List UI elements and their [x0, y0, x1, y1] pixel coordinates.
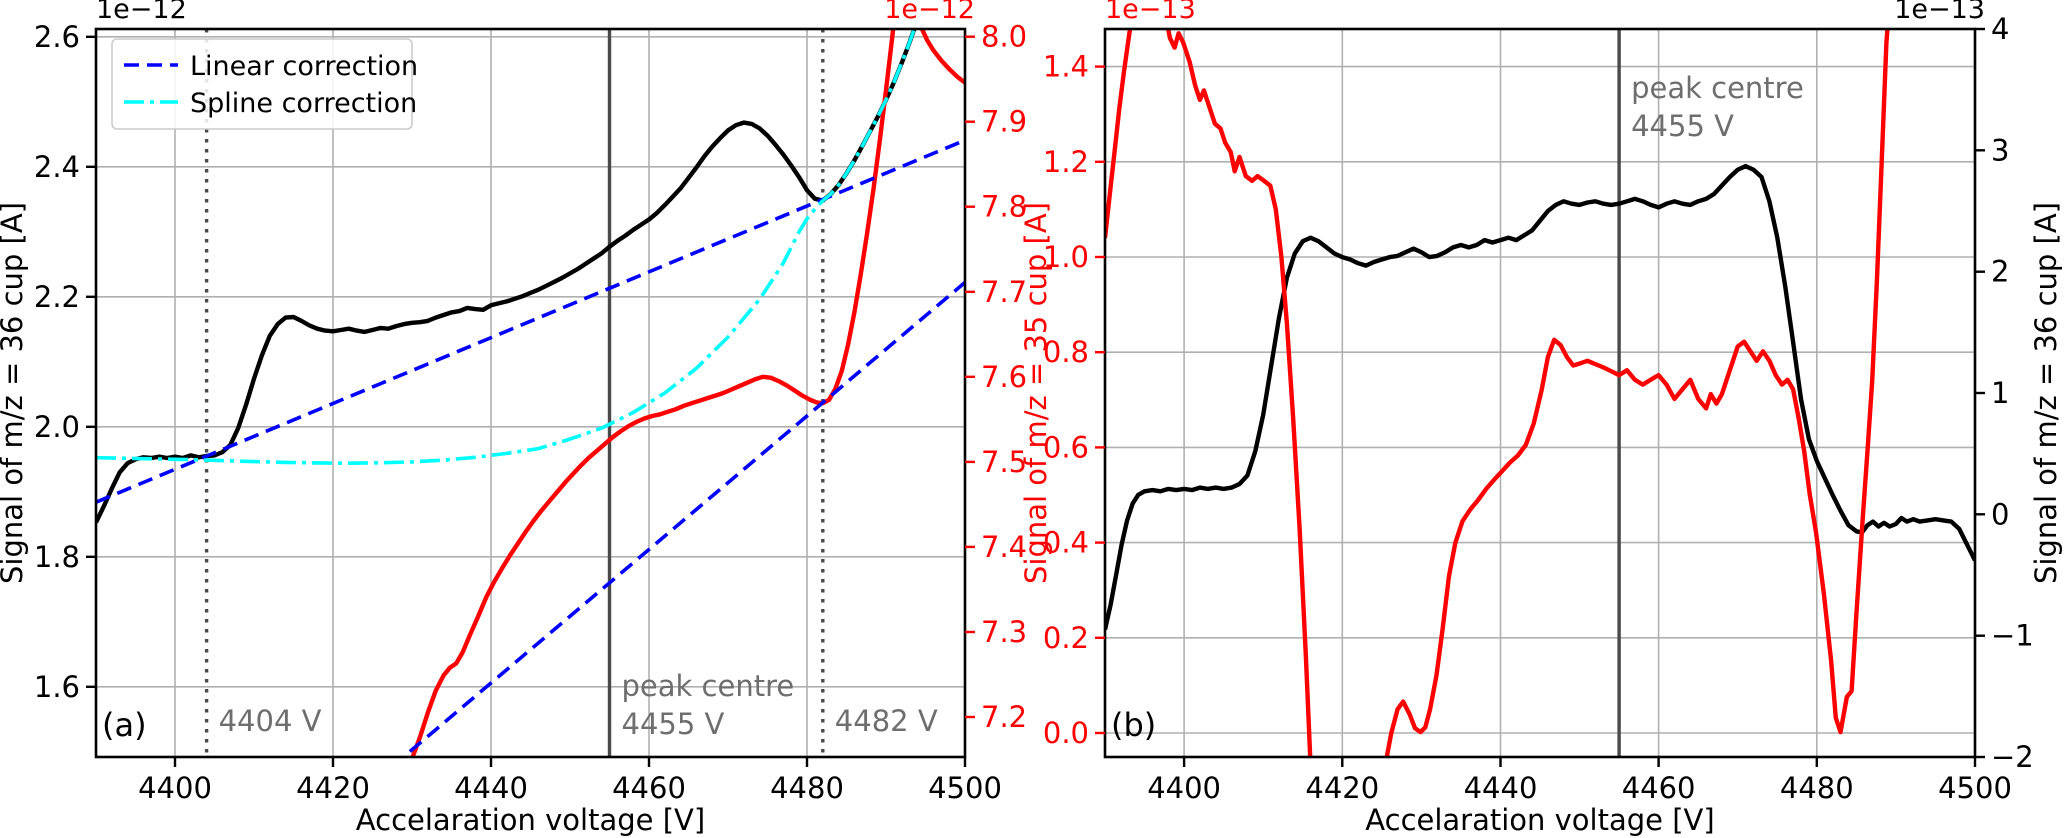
series-mz36-signal	[96, 29, 917, 524]
y-offset-left-b: 1e−13	[1105, 0, 1196, 25]
svg-text:0: 0	[1991, 497, 2009, 531]
svg-text:8.0: 8.0	[981, 20, 1027, 54]
svg-text:7.2: 7.2	[981, 700, 1027, 734]
x-axis-b: 4400 4420 4440 4460 4480 4500 Accelaration vol…	[1147, 757, 2012, 837]
y-axis-right-a: 8.0 7.9 7.8 7.7 7.6 7.5 7.4 7.3 7.2 1e−12 Signal o…	[884, 0, 1053, 734]
svg-text:4420: 4420	[296, 771, 370, 805]
svg-text:1.0: 1.0	[1043, 240, 1089, 274]
legend-label: Spline correction	[190, 88, 417, 119]
series-linear-correction-36	[96, 138, 965, 504]
y-offset-right-a: 1e−12	[884, 0, 975, 25]
svg-text:0.4: 0.4	[1043, 526, 1089, 560]
svg-text:7.8: 7.8	[981, 190, 1027, 224]
grid-a	[96, 29, 966, 757]
svg-text:1: 1	[1991, 376, 2009, 410]
svg-text:1.2: 1.2	[1043, 145, 1089, 179]
svg-text:2.2: 2.2	[34, 280, 80, 314]
legend: Linear correction Spline correction	[111, 38, 418, 130]
svg-text:7.7: 7.7	[981, 275, 1027, 309]
svg-text:2: 2	[1991, 255, 2009, 289]
svg-text:−2: −2	[1991, 740, 2034, 774]
svg-text:7.3: 7.3	[981, 615, 1027, 649]
svg-text:2.0: 2.0	[34, 410, 80, 444]
svg-text:0.8: 0.8	[1043, 335, 1089, 369]
y-axis-right-b: 4 3 2 1 0 −1 −2 1e−13 Signal of m/z = 36 cup [A]	[1894, 0, 2063, 774]
legend-label: Linear correction	[190, 51, 418, 82]
x-axis-title-b: Accelaration voltage [V]	[1365, 803, 1714, 837]
y-axis-title-left-a: Signal of m/z = 36 cup [A]	[0, 202, 29, 584]
y-axis-left-a: 2.6 2.4 2.2 2.0 1.8 1.6 1e−12 Signal of m/z = 3…	[0, 0, 187, 704]
svg-text:1.4: 1.4	[1043, 50, 1089, 84]
svg-text:4400: 4400	[138, 771, 212, 805]
svg-text:0.0: 0.0	[1043, 716, 1089, 750]
vline-label: peak centre	[1631, 71, 1804, 105]
series-spline-correction-36	[96, 29, 917, 466]
series-mz35-residual	[1105, 29, 1890, 757]
vline-label: 4404 V	[219, 704, 322, 738]
svg-text:4460: 4460	[612, 771, 686, 805]
svg-text:1.8: 1.8	[34, 540, 80, 574]
svg-text:7.5: 7.5	[981, 445, 1027, 479]
y-offset-right-b: 1e−13	[1894, 0, 1985, 25]
x-axis-title-a: Accelaration voltage [V]	[356, 803, 705, 837]
vline-label: 4482 V	[835, 704, 938, 738]
corner-label-a: (a)	[102, 706, 147, 744]
svg-text:4480: 4480	[1780, 771, 1854, 805]
axes-spines-a	[94, 27, 967, 759]
y-axis-left-b: 1.4 1.2 1.0 0.8 0.6 0.4 0.2 0.0 1e−13	[1043, 0, 1196, 750]
svg-text:0.6: 0.6	[1043, 430, 1089, 464]
svg-text:4: 4	[1991, 12, 2009, 46]
series-mz35-signal	[410, 29, 965, 757]
svg-text:4440: 4440	[454, 771, 528, 805]
annotations-a: (a) 4404 V peak centre 4455 V 4482 V	[102, 669, 938, 744]
svg-text:7.9: 7.9	[981, 105, 1027, 139]
svg-text:4500: 4500	[928, 771, 1002, 805]
vline-label: peak centre	[622, 669, 795, 703]
y-axis-title-right-b: Signal of m/z = 36 cup [A]	[2029, 202, 2063, 584]
series-linear-correction-35	[400, 281, 965, 757]
svg-text:0.2: 0.2	[1043, 621, 1089, 655]
svg-text:4400: 4400	[1147, 771, 1221, 805]
y-offset-left-a: 1e−12	[96, 0, 187, 25]
annotations-b: (b) peak centre 4455 V	[1111, 71, 1804, 744]
vline-label: 4455 V	[622, 707, 725, 741]
svg-text:4420: 4420	[1305, 771, 1379, 805]
y-axis-title-right-a: Signal of m/z = 35 cup [A]	[1019, 202, 1053, 584]
svg-text:3: 3	[1991, 133, 2009, 167]
series-mz36-residual	[1105, 163, 1975, 631]
svg-text:4440: 4440	[1464, 771, 1538, 805]
subplot-b: 4400 4420 4440 4460 4480 4500 Accelaration vol…	[1043, 0, 2063, 837]
svg-text:7.4: 7.4	[981, 530, 1027, 564]
svg-text:7.6: 7.6	[981, 360, 1027, 394]
x-axis-a: 4400 4420 4440 4460 4480 4500 Accelaration vol…	[138, 757, 1002, 837]
corner-label-b: (b)	[1111, 706, 1156, 744]
svg-text:2.4: 2.4	[34, 150, 80, 184]
svg-text:2.6: 2.6	[34, 20, 80, 54]
svg-text:1.6: 1.6	[34, 670, 80, 704]
svg-text:4500: 4500	[1938, 771, 2012, 805]
series-group-b	[1105, 29, 1975, 757]
subplot-a: 4400 4420 4440 4460 4480 4500 Accelaration vol…	[0, 0, 1053, 837]
svg-text:4460: 4460	[1622, 771, 1696, 805]
svg-text:4480: 4480	[770, 771, 844, 805]
vline-label: 4455 V	[1631, 109, 1734, 143]
svg-text:−1: −1	[1991, 619, 2034, 653]
series-group-a	[96, 29, 965, 757]
